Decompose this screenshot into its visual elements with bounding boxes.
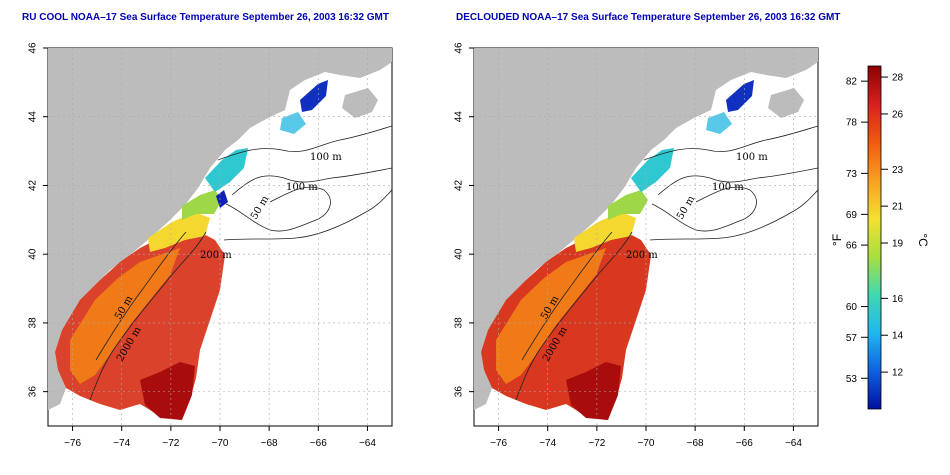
x-tick-label: −64 xyxy=(785,438,802,449)
x-tick-label: −72 xyxy=(588,438,605,449)
left-sst-green xyxy=(182,190,222,220)
right-sst-cyan xyxy=(631,148,674,192)
left-land-island xyxy=(342,88,378,118)
colorbar-f-label: 78 xyxy=(846,118,858,129)
y-tick-label: 42 xyxy=(454,179,465,191)
right-map-title: DECLOUDED NOAA–17 Sea Surface Temperatur… xyxy=(456,12,841,23)
y-tick-label: 44 xyxy=(28,111,39,123)
left-contour-label: 200 m xyxy=(200,250,232,261)
x-tick-label: −76 xyxy=(490,438,507,449)
right-grid xyxy=(474,48,818,426)
left-sst-yellow xyxy=(148,212,210,252)
x-tick-label: −70 xyxy=(212,438,229,449)
left-contours xyxy=(89,125,392,401)
right-sst-cyan-gulf xyxy=(706,112,732,134)
colorbar-f-label: 53 xyxy=(846,374,858,385)
y-tick-label: 38 xyxy=(28,317,39,329)
x-tick-label: −66 xyxy=(310,438,327,449)
left-contour-label: 100 m xyxy=(286,182,318,193)
celsius-unit-label: °C xyxy=(916,233,930,247)
colorbar-f-label: 57 xyxy=(846,333,858,344)
y-tick-label: 36 xyxy=(28,386,39,398)
y-tick-label: 40 xyxy=(28,248,39,260)
y-tick-label: 46 xyxy=(454,42,465,54)
left-sst-darkred xyxy=(140,362,195,420)
right-sst-yellow xyxy=(574,212,636,252)
x-tick-label: −66 xyxy=(736,438,753,449)
right-contour-label: 100 m xyxy=(712,182,744,193)
right-sst-blue-bay xyxy=(726,80,754,112)
colorbar-f-label: 66 xyxy=(846,241,858,252)
left-x-axis: −76 −74 −72 −70 −68 −66 −64 xyxy=(64,426,376,449)
right-contour-label: 200 m xyxy=(626,250,658,261)
left-y-axis: 46 44 42 40 38 36 xyxy=(28,42,48,397)
colorbar-ramp xyxy=(867,65,882,410)
fahrenheit-unit-label: °F xyxy=(830,234,844,246)
colorbar-fahrenheit-ticks: 82 78 73 69 66 60 57 53 xyxy=(846,77,868,385)
left-map-panel: 100 m 100 m 50 m 200 m 50 m 2000 m −76 −7… xyxy=(28,42,393,449)
colorbar-f-label: 82 xyxy=(846,77,858,88)
right-land-island xyxy=(768,88,804,118)
x-tick-label: −74 xyxy=(113,438,130,449)
colorbar: 82 78 73 69 66 60 57 53 28 26 23 21 19 16 14 12 °F °C xyxy=(830,65,930,410)
colorbar-f-label: 60 xyxy=(846,302,858,313)
colorbar-c-label: 14 xyxy=(892,331,904,342)
left-land xyxy=(48,48,392,410)
y-tick-label: 38 xyxy=(454,317,465,329)
y-tick-label: 40 xyxy=(454,248,465,260)
left-sst-cyan-gulf xyxy=(280,112,306,134)
right-map-panel: 100 m 100 m 50 m 200 m 50 m 2000 m −76 −7… xyxy=(454,42,819,449)
x-tick-label: −68 xyxy=(687,438,704,449)
y-tick-label: 46 xyxy=(28,42,39,54)
colorbar-c-label: 21 xyxy=(892,202,904,213)
right-x-axis: −76 −74 −72 −70 −68 −66 −64 xyxy=(490,426,802,449)
x-tick-label: −64 xyxy=(359,438,376,449)
y-tick-label: 36 xyxy=(454,386,465,398)
colorbar-c-label: 16 xyxy=(892,294,904,305)
x-tick-label: −70 xyxy=(638,438,655,449)
right-y-axis: 46 44 42 40 38 36 xyxy=(454,42,474,397)
x-tick-label: −72 xyxy=(162,438,179,449)
left-sst-orange xyxy=(70,248,180,384)
colorbar-c-label: 23 xyxy=(892,165,904,176)
right-sst-orange xyxy=(496,248,606,384)
colorbar-celsius-ticks: 28 26 23 21 19 16 14 12 xyxy=(881,73,904,379)
right-contours xyxy=(515,125,818,401)
y-tick-label: 44 xyxy=(454,111,465,123)
x-tick-label: −68 xyxy=(261,438,278,449)
right-land xyxy=(474,48,818,410)
colorbar-f-label: 69 xyxy=(846,210,858,221)
left-grid xyxy=(48,48,392,426)
left-map-title: RU COOL NOAA–17 Sea Surface Temperature … xyxy=(22,12,389,23)
y-tick-label: 42 xyxy=(28,179,39,191)
x-tick-label: −74 xyxy=(539,438,556,449)
right-contour-label: 100 m xyxy=(736,152,768,163)
colorbar-c-label: 19 xyxy=(892,239,904,250)
left-sst-cyan xyxy=(205,148,248,192)
right-sst-darkred xyxy=(566,362,621,420)
left-contour-label: 100 m xyxy=(310,152,342,163)
left-sst-blue-bay xyxy=(300,80,328,112)
colorbar-f-label: 73 xyxy=(846,169,858,180)
left-sst-blue-spot xyxy=(216,190,228,208)
colorbar-c-label: 28 xyxy=(892,73,904,84)
colorbar-c-label: 12 xyxy=(892,368,904,379)
right-sst-green xyxy=(608,190,648,220)
x-tick-label: −76 xyxy=(64,438,81,449)
colorbar-c-label: 26 xyxy=(892,109,904,120)
